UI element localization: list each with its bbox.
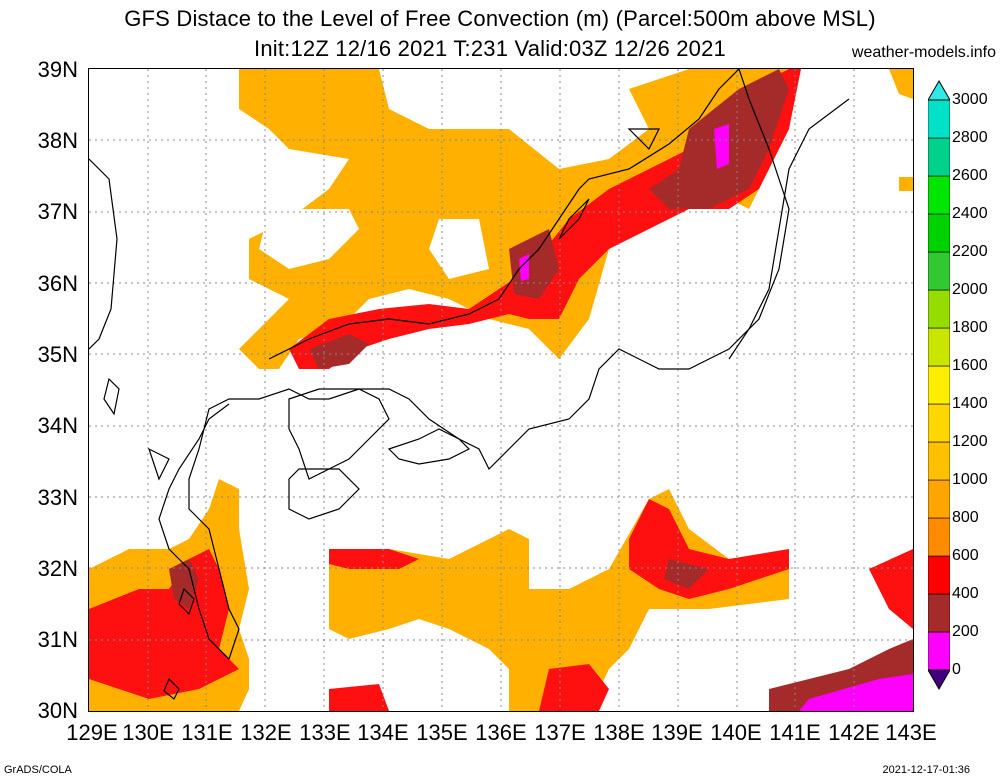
colorbar-segment xyxy=(928,365,950,405)
colorbar-level-label: 1000 xyxy=(952,471,988,488)
lon-label: 133E xyxy=(299,720,351,745)
colorbar-segment xyxy=(928,441,950,481)
colorbar-level-label: 2400 xyxy=(952,205,988,222)
colorbar-level-label: 1600 xyxy=(952,357,988,374)
colorbar xyxy=(928,80,950,690)
colorbar-level-label: 2000 xyxy=(952,281,988,298)
colorbar-level-label: 2200 xyxy=(952,243,988,260)
lon-label: 131E xyxy=(181,720,233,745)
colorbar-level-label: 2600 xyxy=(952,167,988,184)
lon-label: 129E xyxy=(66,720,118,745)
lat-label: 37N xyxy=(37,199,78,224)
colorbar-segment xyxy=(928,137,950,177)
lat-label: 39N xyxy=(37,57,78,82)
colorbar-segment xyxy=(928,251,950,291)
colorbar-segment xyxy=(928,517,950,557)
lon-label: 136E xyxy=(475,720,527,745)
lon-label: 143E xyxy=(885,720,937,745)
colorbar-level-label: 200 xyxy=(952,623,979,640)
colorbar-low-arrow xyxy=(928,669,950,690)
lat-label: 34N xyxy=(37,413,78,438)
colorbar-segment xyxy=(928,555,950,595)
colorbar-level-label: 800 xyxy=(952,509,979,526)
colorbar-level-label: 1200 xyxy=(952,433,988,450)
colorbar-segment xyxy=(928,479,950,519)
colorbar-level-label: 2800 xyxy=(952,129,988,146)
colorbar-segment xyxy=(928,403,950,443)
lon-label: 139E xyxy=(651,720,703,745)
colorbar-level-label: 1800 xyxy=(952,319,988,336)
colorbar-level-label: 0 xyxy=(952,661,961,678)
footer-credit: GrADS/COLA xyxy=(4,764,72,776)
site-credit: weather-models.info xyxy=(851,44,996,61)
lat-label: 35N xyxy=(37,342,78,367)
chart-title: GFS Distace to the Level of Free Convect… xyxy=(124,6,876,31)
lon-label: 142E xyxy=(828,720,880,745)
colorbar-segment xyxy=(928,593,950,633)
coastlines xyxy=(89,69,850,700)
lat-label: 30N xyxy=(37,698,78,723)
lon-label: 137E xyxy=(534,720,586,745)
lat-label: 31N xyxy=(37,627,78,652)
colorbar-level-label: 1400 xyxy=(952,395,988,412)
colorbar-segment xyxy=(928,289,950,329)
lon-label: 138E xyxy=(593,720,645,745)
map-area xyxy=(88,68,914,712)
lon-label: 140E xyxy=(710,720,762,745)
colorbar-segment xyxy=(928,213,950,253)
colorbar-segment xyxy=(928,631,950,671)
footer-timestamp: 2021-12-17-01:36 xyxy=(882,764,970,776)
lon-label: 132E xyxy=(240,720,292,745)
map-svg xyxy=(89,69,913,711)
colorbar-segment xyxy=(928,175,950,215)
lat-label: 36N xyxy=(37,271,78,296)
lon-label: 135E xyxy=(416,720,468,745)
lon-label: 134E xyxy=(357,720,409,745)
chart-subtitle: Init:12Z 12/16 2021 T:231 Valid:03Z 12/2… xyxy=(254,36,726,61)
colorbar-level-label: 600 xyxy=(952,547,979,564)
lon-label: 130E xyxy=(122,720,174,745)
graticule xyxy=(89,69,913,711)
colorbar-high-arrow xyxy=(928,80,950,101)
colorbar-segment xyxy=(928,99,950,139)
colorbar-level-label: 400 xyxy=(952,585,979,602)
colorbar-segment xyxy=(928,327,950,367)
lat-label: 32N xyxy=(37,556,78,581)
colorbar-level-label: 3000 xyxy=(952,91,988,108)
lat-label: 38N xyxy=(37,128,78,153)
lon-label: 141E xyxy=(769,720,821,745)
lat-label: 33N xyxy=(37,485,78,510)
